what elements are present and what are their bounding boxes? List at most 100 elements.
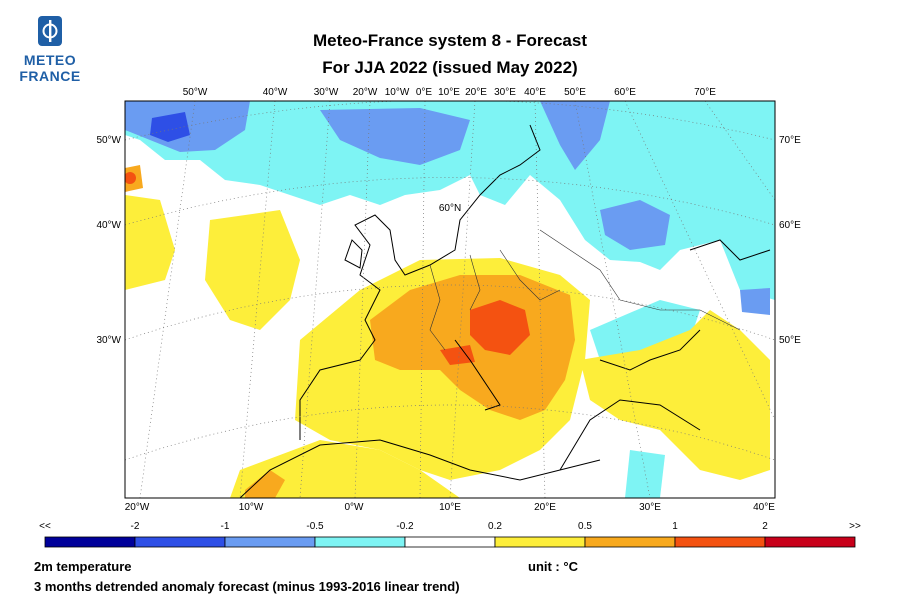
logo-text-france: FRANCE (19, 68, 81, 84)
blue-region-barents (540, 101, 610, 170)
top-tick-label: 50°E (564, 87, 586, 98)
cyan-region-middle-east (625, 450, 665, 498)
coastline-north-africa (239, 439, 601, 498)
bottom-tick-label: 10°E (439, 502, 461, 513)
meteo-france-emblem-icon (38, 16, 62, 46)
top-tick-labels: 50°W 40°W 30°W 20°W 10°W 0°E 10°E 20°E 30°E 40°E 5… (183, 87, 717, 98)
coastline-russia-north (689, 239, 771, 261)
colorbar-swatch (134, 536, 226, 548)
bottom-tick-label: 0°W (345, 502, 365, 513)
top-tick-label: 40°W (263, 87, 288, 98)
top-tick-label: 10°E (438, 87, 460, 98)
top-tick-label: 50°W (183, 87, 208, 98)
colorbar-label: >> (849, 521, 861, 532)
inner-latitude-label: 60°N (439, 203, 461, 214)
right-tick-labels: 70°E 60°E 50°E (779, 135, 801, 346)
top-tick-label: 40°E (524, 87, 546, 98)
top-tick-label: 0°E (416, 87, 433, 98)
coastline-western-europe (299, 124, 541, 440)
coastline-italy (454, 339, 501, 411)
graticule (125, 101, 775, 498)
yellow-region-north-africa (230, 440, 460, 498)
colorbar-label: 0.5 (578, 521, 592, 532)
meteo-france-logo: METEO FRANCE (14, 14, 86, 86)
colorbar (44, 536, 856, 548)
left-tick-label: 40°W (96, 220, 121, 231)
border-2 (469, 254, 481, 311)
unit-label: unit : °C (528, 559, 578, 574)
blue-region-north-atlantic (320, 108, 470, 165)
bottom-tick-label: 10°W (239, 502, 264, 513)
colorbar-swatch (494, 536, 586, 548)
right-tick-label: 50°E (779, 335, 801, 346)
coastline-ireland (344, 239, 363, 269)
graticule-meridian-8 (574, 101, 651, 498)
colorbar-label: 2 (762, 521, 768, 532)
colorbar-label: 1 (672, 521, 678, 532)
right-tick-label: 70°E (779, 135, 801, 146)
top-tick-label: 70°E (694, 87, 716, 98)
colorbar-swatch (404, 536, 496, 548)
colorbar-swatch (224, 536, 316, 548)
top-tick-label: 20°E (465, 87, 487, 98)
yellow-region-atlantic-mid (205, 210, 300, 330)
cyan-region-north (125, 101, 775, 300)
country-borders (429, 229, 741, 351)
bottom-tick-label: 20°E (534, 502, 556, 513)
top-tick-label: 20°W (353, 87, 378, 98)
colorbar-label: << (39, 521, 51, 532)
anomaly-field (125, 101, 775, 498)
graticule-meridian-1 (139, 101, 196, 498)
coastline-black-sea (599, 329, 701, 371)
colorbar-swatch (674, 536, 766, 548)
blue-region-russia (600, 200, 670, 250)
red-spot-west-edge (125, 172, 136, 184)
colorbar-label: -2 (130, 521, 140, 532)
map-title: Meteo-France system 8 - Forecast (313, 31, 587, 50)
left-tick-labels: 50°W 40°W 30°W (96, 135, 121, 346)
logo-text-meteo: METEO (23, 52, 77, 68)
top-tick-label: 30°E (494, 87, 516, 98)
map-subtitle: For JJA 2022 (issued May 2022) (322, 58, 578, 77)
coastlines (239, 124, 771, 498)
colorbar-swatch (584, 536, 676, 548)
variable-label: 2m temperature (34, 559, 132, 574)
top-tick-label: 30°W (314, 87, 339, 98)
colorbar-swatch (764, 536, 856, 548)
bottom-tick-label: 20°W (125, 502, 150, 513)
red-region-adriatic (440, 345, 475, 365)
left-tick-label: 30°W (96, 335, 121, 346)
blue-region-east (740, 288, 770, 315)
description-label: 3 months detrended anomaly forecast (min… (34, 579, 460, 594)
border-5 (619, 299, 741, 331)
graticule-meridian-2 (239, 101, 276, 498)
graticule-meridian-9 (624, 101, 775, 421)
border-1 (429, 264, 446, 351)
border-4 (539, 229, 621, 301)
colorbar-label: -0.5 (306, 521, 324, 532)
colorbar-label: 0.2 (488, 521, 502, 532)
bottom-tick-label: 30°E (639, 502, 661, 513)
colorbar-swatch (314, 536, 406, 548)
border-3 (499, 249, 561, 301)
colorbar-label: -1 (220, 521, 230, 532)
left-tick-label: 50°W (96, 135, 121, 146)
orange-region-morocco (245, 470, 285, 498)
top-tick-label: 60°E (614, 87, 636, 98)
coastline-turkey (559, 399, 701, 471)
map-tick-labels: 50°W 40°W 30°W 20°W 10°W 0°E 10°E 20°E 30°E 40°E 5… (96, 87, 801, 513)
red-region-hungary (470, 300, 530, 355)
graticule-meridian-10 (704, 101, 775, 201)
right-tick-label: 60°E (779, 220, 801, 231)
top-tick-label: 10°W (385, 87, 410, 98)
map-frame (124, 100, 776, 499)
yellow-region-east (580, 310, 770, 480)
graticule-parallel-2 (125, 177, 775, 226)
yellow-region-atlantic-west (125, 195, 175, 290)
darkblue-region-northwest (150, 112, 190, 142)
bottom-tick-label: 40°E (753, 502, 775, 513)
colorbar-swatch (44, 536, 136, 548)
bottom-tick-labels: 20°W 10°W 0°W 10°E 20°E 30°E 40°E (125, 502, 776, 513)
colorbar-label: -0.2 (396, 521, 414, 532)
